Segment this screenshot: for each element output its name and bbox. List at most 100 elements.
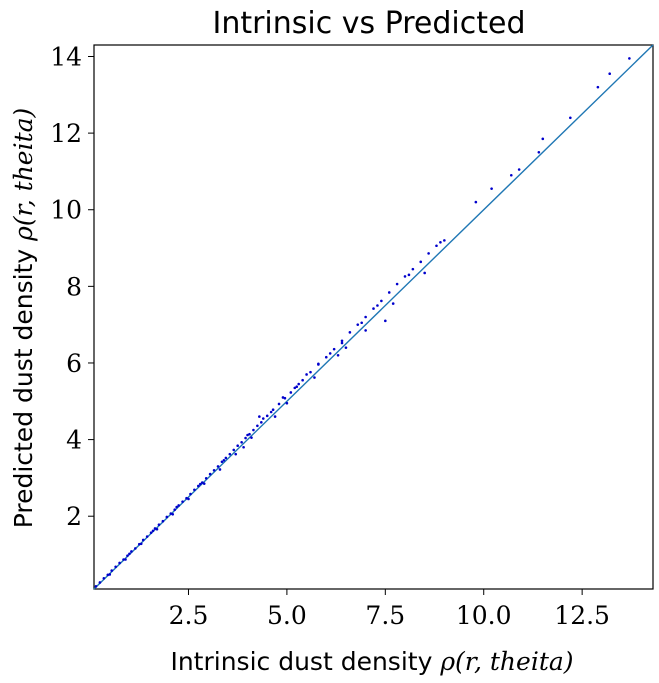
y-tick-label: 6	[66, 349, 82, 378]
data-point	[98, 581, 102, 584]
data-point	[439, 240, 442, 244]
data-point	[360, 321, 363, 325]
data-point	[218, 468, 222, 471]
data-point	[435, 244, 438, 248]
data-point	[197, 484, 200, 488]
data-point	[305, 373, 308, 376]
data-point	[541, 137, 545, 141]
data-point	[403, 275, 407, 278]
data-point	[185, 496, 188, 500]
data-point	[224, 456, 228, 460]
data-point	[332, 347, 336, 351]
data-point	[364, 329, 367, 332]
data-point	[193, 488, 196, 492]
data-point	[281, 396, 285, 399]
data-point	[198, 482, 202, 486]
data-point	[234, 452, 238, 456]
data-point	[411, 267, 415, 271]
data-point	[301, 378, 304, 382]
data-point	[242, 445, 245, 449]
data-point	[309, 370, 312, 374]
data-point	[364, 315, 367, 319]
data-point	[189, 492, 192, 496]
chart-title: Intrinsic vs Predicted	[212, 6, 525, 41]
data-point	[537, 150, 541, 154]
data-point	[137, 542, 141, 546]
data-point	[271, 408, 275, 412]
data-point	[372, 307, 375, 310]
data-point	[171, 512, 175, 516]
data-point	[317, 362, 320, 366]
data-point	[134, 547, 137, 550]
data-point	[384, 319, 387, 323]
data-point	[145, 535, 149, 538]
y-axis-label-math: ρ(r, theita)	[9, 108, 38, 242]
data-point	[165, 515, 169, 519]
data-point	[236, 444, 239, 448]
x-tick-label: 7.5	[365, 601, 405, 630]
x-ticks: 2.5 5.0 7.5 10.0 12.5	[169, 589, 610, 630]
y-axis-label: Predicted dust density ρ(r, theita)	[9, 108, 38, 529]
data-point	[102, 576, 106, 580]
data-point	[232, 448, 236, 452]
data-point	[273, 415, 277, 418]
data-point	[596, 85, 600, 89]
data-point	[269, 410, 273, 414]
data-point	[200, 481, 204, 484]
y-tick-label: 8	[66, 272, 82, 301]
data-point	[157, 523, 161, 526]
data-point	[283, 396, 287, 400]
data-point	[295, 385, 299, 389]
data-point	[94, 585, 98, 588]
data-point	[348, 331, 352, 334]
data-point	[490, 187, 493, 190]
data-point	[297, 382, 301, 386]
data-point	[340, 341, 344, 345]
data-point	[419, 260, 423, 264]
data-point	[252, 428, 255, 432]
data-point	[244, 436, 247, 440]
data-point	[173, 508, 177, 511]
data-point	[340, 339, 344, 343]
data-point	[509, 173, 513, 177]
points-layer	[94, 57, 631, 588]
data-point	[151, 529, 155, 533]
data-point	[407, 273, 411, 277]
data-point	[106, 573, 110, 577]
data-point	[289, 391, 293, 394]
data-point	[202, 482, 206, 485]
data-point	[161, 519, 165, 523]
data-point	[139, 542, 143, 546]
data-point	[240, 440, 243, 444]
data-point	[141, 538, 145, 542]
data-point	[128, 552, 131, 556]
data-point	[336, 354, 340, 357]
data-point	[110, 569, 114, 572]
data-point	[208, 472, 212, 476]
data-point	[258, 415, 261, 418]
data-point	[246, 433, 249, 437]
x-axis-label-math: ρ(r, theita)	[439, 647, 573, 676]
data-point	[328, 352, 332, 355]
data-point	[261, 417, 265, 420]
y-tick-label: 14	[50, 42, 82, 71]
data-point	[391, 302, 395, 305]
data-point	[204, 476, 208, 480]
data-point	[608, 72, 611, 76]
plot-area: 2.5 5.0 7.5 10.0 12.5 2 4 6 8 10 12 14	[50, 42, 654, 630]
data-point	[293, 386, 297, 390]
data-point	[356, 323, 360, 326]
data-point	[130, 550, 133, 553]
data-point	[517, 168, 521, 171]
data-point	[181, 500, 184, 503]
data-point	[474, 200, 478, 204]
data-point	[114, 565, 117, 569]
data-point	[220, 460, 224, 464]
y-tick-label: 12	[50, 119, 82, 148]
data-point	[443, 239, 446, 242]
data-point	[108, 573, 112, 576]
data-point	[256, 424, 259, 428]
data-point	[216, 465, 220, 468]
data-point	[169, 512, 173, 515]
